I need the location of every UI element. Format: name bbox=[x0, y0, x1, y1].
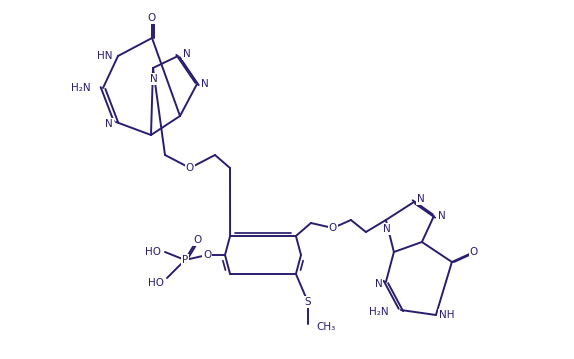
Text: CH₃: CH₃ bbox=[316, 322, 335, 332]
Text: N: N bbox=[438, 211, 445, 221]
Text: N: N bbox=[105, 119, 113, 129]
Text: N: N bbox=[375, 279, 383, 289]
Text: NH: NH bbox=[439, 310, 455, 320]
Text: O: O bbox=[470, 247, 478, 257]
Text: HO: HO bbox=[148, 278, 164, 288]
Text: O: O bbox=[203, 250, 211, 260]
Text: P: P bbox=[182, 255, 188, 265]
Text: N: N bbox=[150, 74, 158, 84]
Text: S: S bbox=[305, 297, 311, 307]
Text: H₂N: H₂N bbox=[369, 307, 389, 317]
Text: N: N bbox=[417, 194, 425, 204]
Text: N: N bbox=[383, 224, 391, 234]
Text: HN: HN bbox=[98, 51, 113, 61]
Text: N: N bbox=[201, 79, 209, 89]
Text: N: N bbox=[183, 49, 191, 59]
Text: HO: HO bbox=[145, 247, 161, 257]
Text: H₂N: H₂N bbox=[71, 83, 91, 93]
Text: O: O bbox=[329, 223, 337, 233]
Text: O: O bbox=[193, 235, 201, 245]
Text: O: O bbox=[186, 163, 194, 173]
Text: O: O bbox=[148, 13, 156, 23]
